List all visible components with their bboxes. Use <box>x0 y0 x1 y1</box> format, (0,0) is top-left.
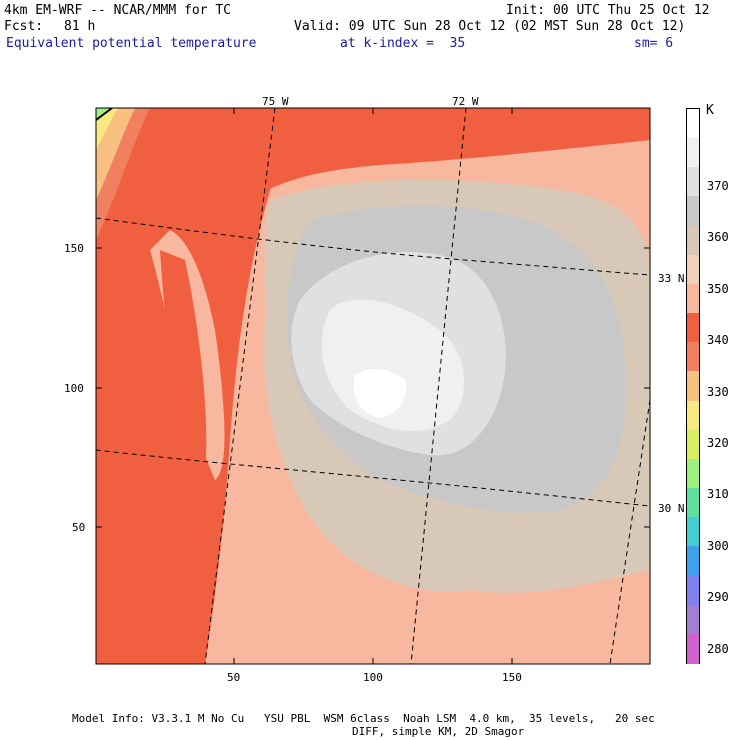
band-300 <box>96 108 112 120</box>
legend-label: 280 <box>707 641 729 656</box>
legend-label: 360 <box>707 230 729 245</box>
x-tick-marks <box>233 108 513 664</box>
legend-swatch <box>687 633 699 664</box>
y-tick-label: 150 <box>64 242 84 255</box>
legend-label: 340 <box>707 333 729 348</box>
x-tick-label: 150 <box>502 671 522 684</box>
legend-swatch <box>687 138 699 169</box>
forecast-hours: 81 h <box>64 19 96 34</box>
legend-swatch <box>687 604 699 635</box>
legend-label: 300 <box>707 538 729 553</box>
lon-label-75w: 75 W <box>262 95 289 108</box>
legend-swatch <box>687 371 699 402</box>
lat-30n <box>96 449 650 507</box>
legend-swatch <box>687 458 699 490</box>
legend-swatch <box>687 196 699 227</box>
legend-swatch <box>687 342 699 373</box>
legend-label: 320 <box>707 436 729 450</box>
band-340-north <box>230 108 650 211</box>
legend-label: 370 <box>707 179 729 193</box>
y-tick-label: 100 <box>64 382 84 395</box>
legend-swatch <box>687 225 699 256</box>
legend-swatch <box>687 254 699 285</box>
legend-swatch <box>687 313 699 344</box>
unit-label: K <box>706 103 714 118</box>
field-name: Equivalent potential temperature <box>6 36 257 51</box>
legend-swatch <box>687 429 699 460</box>
y-tick-marks <box>96 247 650 528</box>
lon-72w <box>410 108 467 664</box>
band-310 <box>96 108 118 150</box>
k-index: at k-index = 35 <box>340 36 466 51</box>
legend-swatch <box>687 109 699 140</box>
inner-340-strip <box>160 250 207 475</box>
legend-label: 330 <box>707 384 729 399</box>
legend-swatch <box>687 283 699 315</box>
legend-swatch <box>687 546 699 577</box>
lon-label-72w: 72 W <box>452 95 479 108</box>
band-375 <box>353 368 407 418</box>
lat-label-30n: 30 N <box>658 502 685 515</box>
legend-swatch <box>687 167 699 198</box>
color-legend <box>686 108 700 664</box>
forecast-label: Fcst: <box>4 19 44 34</box>
model-info: Model Info: V3.3.1 M No Cu YSU PBL WSM 6… <box>72 712 655 725</box>
legend-swatch <box>687 575 699 606</box>
x-tick-label: 100 <box>363 671 383 684</box>
init-time: Init: 00 UTC Thu 25 Oct 12 <box>506 3 710 18</box>
y-tick-label: 50 <box>72 521 86 534</box>
x-tick-label: 50 <box>227 671 241 684</box>
legend-swatch <box>687 517 699 548</box>
lat-33n <box>96 217 650 276</box>
smoothing: sm= 6 <box>634 36 674 51</box>
legend-swatch <box>687 400 699 431</box>
lat-label-33n: 33 N <box>658 272 685 285</box>
lon-75w <box>204 108 276 664</box>
legend-label: 350 <box>707 281 729 296</box>
valid-time: Valid: 09 UTC Sun 28 Oct 12 (02 MST Sun … <box>294 19 686 34</box>
coastline <box>96 108 113 121</box>
legend-label: 310 <box>707 487 729 502</box>
model-info-2: DIFF, simple KM, 2D Smagor <box>352 725 525 738</box>
legend-swatch <box>687 488 699 519</box>
model-title: 4km EM-WRF -- NCAR/MMM for TC <box>4 3 231 18</box>
legend-label: 290 <box>707 590 729 605</box>
